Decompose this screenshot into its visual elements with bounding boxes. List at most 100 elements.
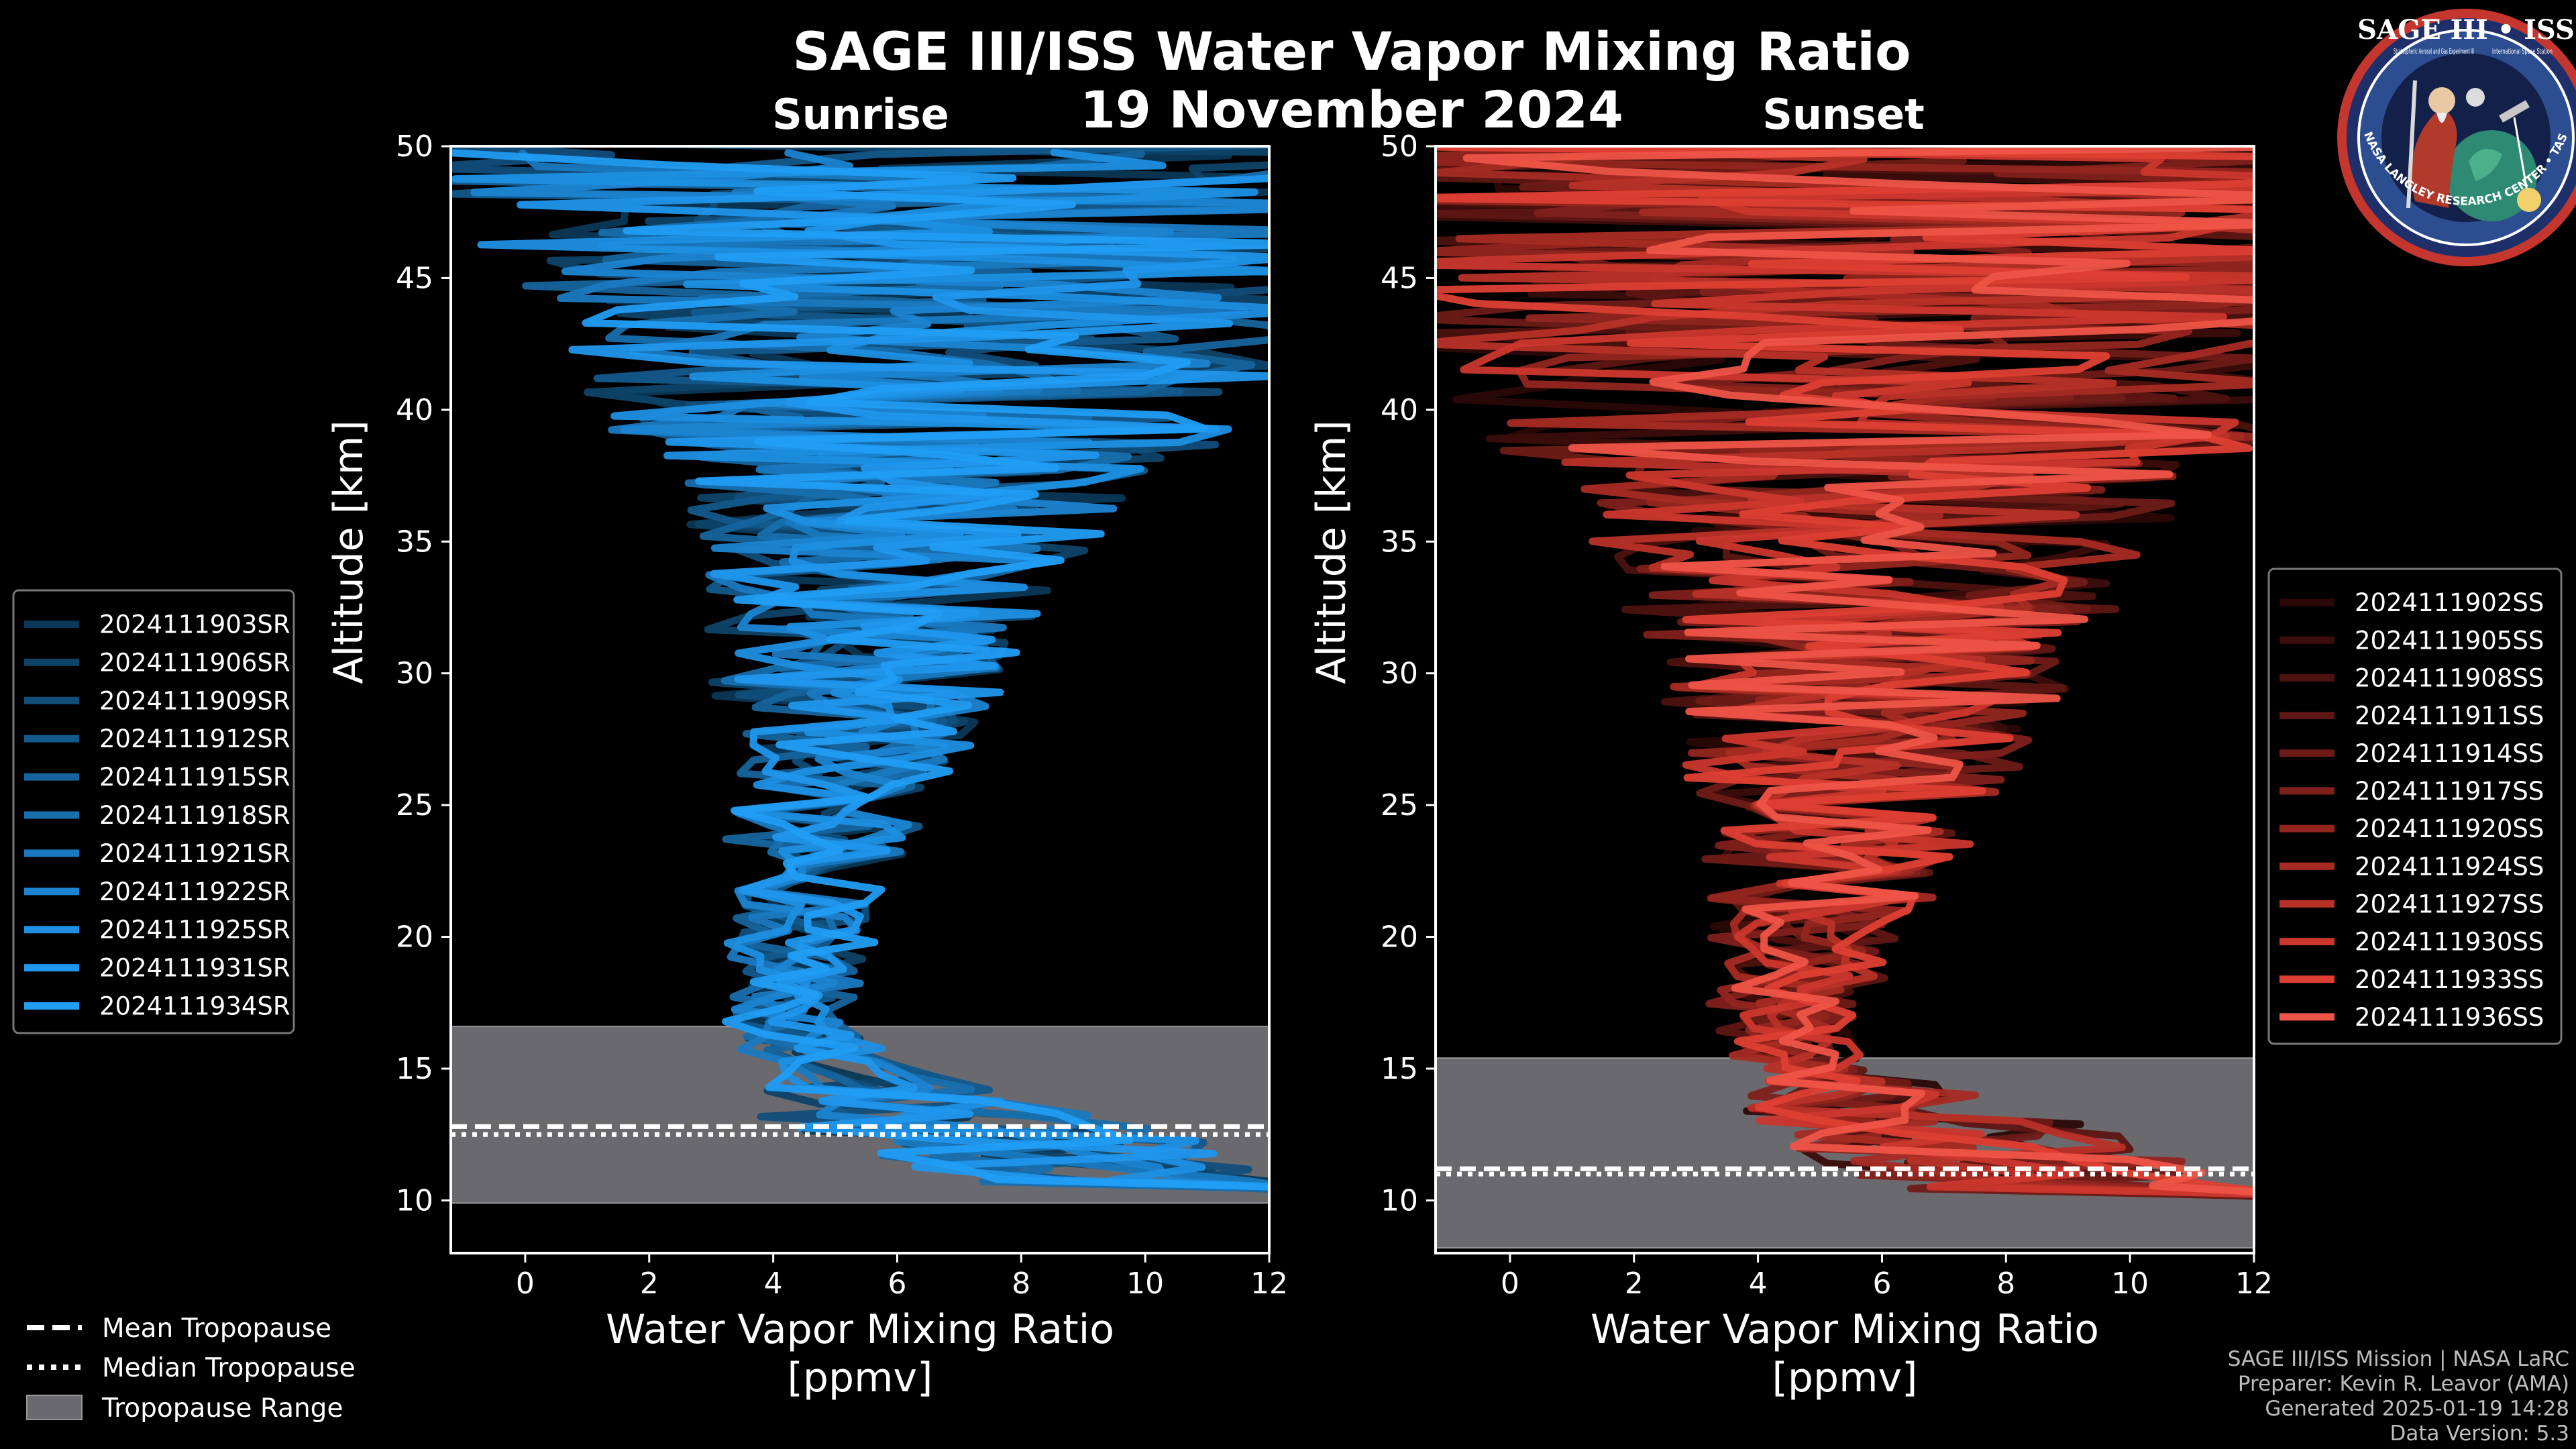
credits-line: Generated 2025-01-19 14:28 <box>2265 1397 2569 1421</box>
x-tick-label: 8 <box>1012 1267 1030 1301</box>
sunrise-plot-frame <box>449 145 1271 1254</box>
x-tick-label: 10 <box>2111 1267 2149 1301</box>
x-tick-label: 4 <box>764 1267 783 1301</box>
legend-entry-label: 2024111905SS <box>2355 626 2544 655</box>
y-tick-label: 10 <box>396 1183 433 1218</box>
sunset-profile-line <box>1436 146 2254 1198</box>
x-tick-label: 0 <box>1501 1267 1519 1301</box>
sunset-y-axis-label: Altitude [km] <box>1308 420 1355 684</box>
sunrise-series-legend: 2024111903SR 2024111906SR 2024111909SR 2024… <box>12 589 295 1034</box>
legend-entry-label: 2024111934SR <box>99 992 290 1021</box>
sunrise-profile-line <box>451 149 1269 1191</box>
legend-entry-label: 2024111925SR <box>99 916 290 945</box>
continent-icon <box>2469 149 2502 181</box>
sunset-legend-box <box>2267 568 2563 1045</box>
legend-entry-label: 2024111922SR <box>99 877 290 906</box>
y-tick-label: 40 <box>1381 393 1418 427</box>
x-tick-label: 2 <box>1625 1267 1644 1301</box>
credits-line: SAGE III/ISS Mission | NASA LaRC <box>2228 1347 2569 1371</box>
legend-entry-label: 2024111912SR <box>99 724 290 753</box>
sunset-series-legend: 2024111902SS 2024111905SS 2024111908SS 2024… <box>2267 568 2563 1045</box>
legend-entry-label: 2024111933SS <box>2355 965 2544 994</box>
figure-title: SAGE III/ISS Water Vapor Mixing Ratio <box>792 22 1911 83</box>
y-tick-label: 35 <box>1381 525 1418 559</box>
mean-tropopause-legend-label: Mean Tropopause <box>102 1313 331 1344</box>
x-tick-label: 2 <box>640 1267 659 1301</box>
sunrise-legend-box <box>12 589 295 1034</box>
legend-entry-label: 2024111930SS <box>2355 928 2544 957</box>
sunrise-x-axis-label-units: [ppmv] <box>788 1354 933 1401</box>
legend-entry-label: 2024111927SS <box>2355 890 2544 918</box>
sunset-profiles <box>1436 146 2254 1200</box>
legend-entry-label: 2024111903SR <box>99 610 290 639</box>
wizard-robe-icon <box>2412 107 2457 208</box>
sunrise-panel: 10 15 20 25 30 35 40 45 50 0 2 4 6 8 10 12 Water Vapor M… <box>12 129 1288 1401</box>
y-tick-label: 45 <box>1381 261 1418 295</box>
earth-icon <box>2446 130 2537 221</box>
sunrise-profile-line <box>517 174 1269 1191</box>
sunrise-x-axis-label: Water Vapor Mixing Ratio <box>606 1306 1114 1353</box>
x-tick-label: 12 <box>1250 1267 1288 1301</box>
x-tick-label: 6 <box>1872 1267 1891 1301</box>
x-tick-label: 10 <box>1126 1267 1164 1301</box>
legend-entry-label: 2024111924SS <box>2355 852 2544 881</box>
x-tick-label: 12 <box>2235 1267 2273 1301</box>
sunset-plot-frame <box>1434 145 2255 1254</box>
legend-entry-label: 2024111906SR <box>99 648 290 677</box>
sunrise-profiles <box>451 146 1269 1193</box>
y-tick-label: 30 <box>1381 657 1418 691</box>
iss-icon <box>2499 100 2530 123</box>
legend-entry-label: 2024111936SS <box>2355 1003 2544 1032</box>
y-tick-label: 20 <box>396 920 433 955</box>
sunset-x-axis-label: Water Vapor Mixing Ratio <box>1591 1306 2099 1353</box>
y-tick-label: 50 <box>1381 129 1418 164</box>
wizard-face-icon <box>2428 87 2455 114</box>
sunset-profile-line <box>1436 146 2254 1195</box>
legend-entry-label: 2024111908SS <box>2355 663 2544 692</box>
legend-entry-label: 2024111911SS <box>2355 702 2544 731</box>
logo-subtitle-right: International Space Station <box>2492 47 2553 56</box>
y-tick-label: 15 <box>1381 1052 1418 1086</box>
y-tick-label: 45 <box>396 261 433 295</box>
x-tick-label: 4 <box>1749 1267 1768 1301</box>
legend-entry-label: 2024111917SS <box>2355 777 2544 806</box>
sunrise-y-axis-label: Altitude [km] <box>325 420 372 684</box>
tropopause-legend: Mean Tropopause Median Tropopause Tropop… <box>26 1313 356 1424</box>
legend-entry-label: 2024111902SS <box>2355 588 2544 617</box>
legend-entry-label: 2024111921SR <box>99 839 290 868</box>
legend-entry-label: 2024111920SS <box>2355 814 2544 843</box>
sunset-panel: 10 15 20 25 30 35 40 45 50 0 2 4 6 8 10 12 Water Vapor M… <box>1308 129 2563 1401</box>
y-tick-label: 25 <box>1381 788 1418 822</box>
x-tick-label: 0 <box>516 1267 535 1301</box>
y-tick-label: 40 <box>396 393 433 427</box>
logo-title: SAGE III • ISS <box>2357 14 2575 46</box>
figure-date: 19 November 2024 <box>1080 80 1623 140</box>
y-tick-label: 15 <box>396 1052 433 1086</box>
median-tropopause-legend-label: Median Tropopause <box>102 1353 356 1383</box>
sunset-panel-title: Sunset <box>1762 90 1925 139</box>
y-tick-label: 25 <box>396 788 433 822</box>
logo-subtitle-left: Stratospheric Aerosol and Gas Experiment… <box>2394 47 2474 56</box>
sunrise-panel-title: Sunrise <box>772 90 949 139</box>
credits-block: SAGE III/ISS Mission | NASA LaRC Prepare… <box>2228 1347 2569 1446</box>
wizard-staff-icon <box>2406 80 2417 209</box>
x-tick-label: 6 <box>888 1267 906 1301</box>
legend-entry-label: 2024111915SR <box>99 763 290 792</box>
wizard-beard-icon <box>2436 113 2447 123</box>
sunset-x-axis-label-units: [ppmv] <box>1772 1354 1918 1401</box>
y-tick-label: 50 <box>396 129 433 164</box>
tropopause-range-legend-patch <box>26 1395 83 1420</box>
sightline-icon <box>2513 117 2529 195</box>
credits-line: Data Version: 5.3 <box>2390 1421 2569 1446</box>
moon-icon <box>2466 88 2485 107</box>
legend-entry-label: 2024111909SR <box>99 686 290 715</box>
y-tick-label: 20 <box>1381 920 1418 955</box>
credits-line: Preparer: Kevin R. Leavor (AMA) <box>2238 1372 2569 1396</box>
legend-entry-label: 2024111918SR <box>99 801 290 830</box>
y-tick-label: 30 <box>396 657 433 691</box>
y-tick-label: 10 <box>1381 1183 1418 1218</box>
y-tick-label: 35 <box>396 525 433 559</box>
legend-entry-label: 2024111914SS <box>2355 739 2544 768</box>
